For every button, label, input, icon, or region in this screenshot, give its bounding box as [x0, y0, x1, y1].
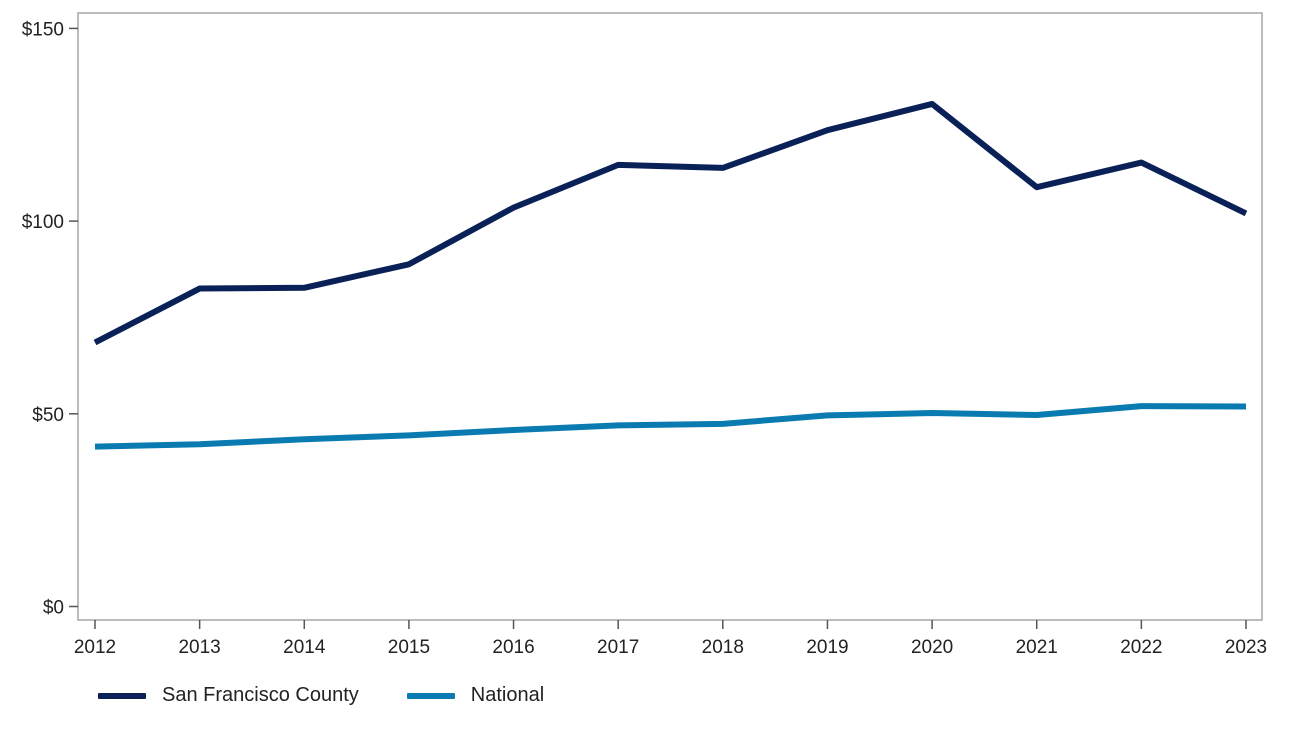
- x-axis: 2012 2013 2014 2015 2016 2017 2018 2019 2020 2021…: [74, 620, 1267, 658]
- legend-label-national: National: [470, 684, 545, 706]
- series-layer: [93, 100, 1248, 450]
- x-tick-label: 2019: [806, 637, 848, 658]
- x-tick-label: 2015: [388, 637, 430, 658]
- legend-swatch-san-francisco-county: [98, 692, 146, 699]
- x-tick-label: 2022: [1120, 637, 1162, 658]
- y-axis: $0 $50 $100 $150: [22, 19, 78, 619]
- x-tick-label: 2016: [492, 637, 534, 658]
- y-tick-label: $0: [43, 598, 64, 619]
- x-tick-label: 2017: [597, 637, 639, 658]
- y-tick-label: $50: [32, 405, 64, 426]
- legend-label-san-francisco-county: San Francisco County: [162, 684, 359, 706]
- plot-frame: [77, 12, 1263, 621]
- legend-item-national: National: [406, 684, 545, 707]
- legend-item-san-francisco-county: San Francisco County: [98, 684, 359, 707]
- x-tick-label: 2014: [283, 637, 326, 658]
- legend-swatch-national: [406, 692, 455, 699]
- x-tick-label: 2012: [74, 637, 116, 658]
- y-tick-label: $150: [22, 19, 64, 40]
- legend: San Francisco County National: [98, 684, 592, 707]
- x-tick-label: 2018: [702, 637, 744, 658]
- series-line-san-francisco-county: [93, 100, 1248, 346]
- x-tick-label: 2013: [178, 637, 220, 658]
- x-tick-label: 2023: [1225, 637, 1267, 658]
- y-tick-label: $100: [22, 212, 64, 233]
- x-tick-label: 2020: [911, 637, 953, 658]
- x-tick-label: 2021: [1016, 637, 1058, 658]
- series-line-national: [94, 403, 1247, 450]
